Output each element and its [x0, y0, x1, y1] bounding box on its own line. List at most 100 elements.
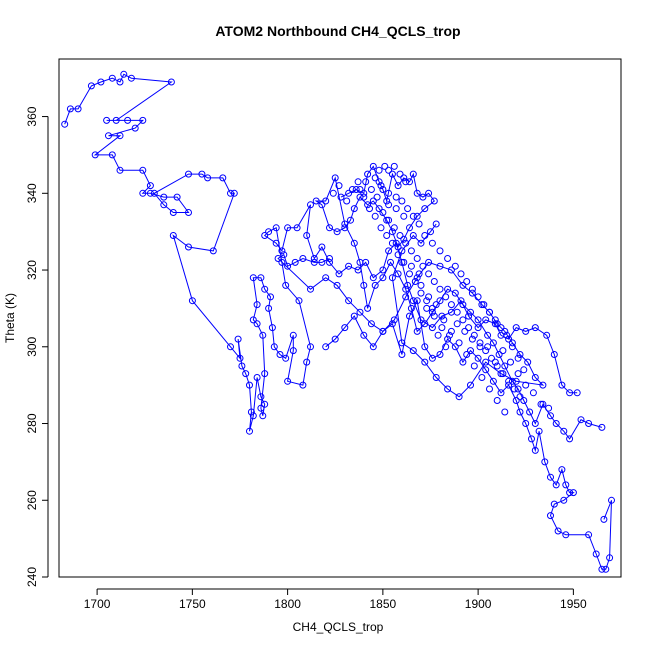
- data-point: [455, 393, 463, 401]
- data-point: [185, 170, 192, 178]
- data-point: [419, 193, 427, 201]
- data-point: [520, 397, 528, 404]
- data-point: [381, 162, 389, 170]
- data-point: [246, 427, 253, 435]
- data-point: [415, 220, 423, 228]
- x-axis-label: CH4_QCLS_trop: [293, 620, 384, 634]
- data-point: [392, 205, 400, 213]
- data-point: [284, 262, 292, 270]
- data-point: [360, 193, 368, 201]
- data-point: [459, 316, 467, 324]
- data-point: [522, 327, 530, 335]
- data-point: [514, 385, 522, 393]
- data-point: [409, 170, 417, 178]
- data-point: [413, 297, 421, 305]
- data-point: [451, 343, 459, 351]
- data-point: [425, 258, 433, 266]
- data-point: [341, 220, 349, 228]
- data-point: [337, 193, 345, 201]
- data-point: [436, 262, 444, 270]
- data-point: [333, 228, 341, 236]
- data-point: [459, 281, 467, 289]
- data-point: [402, 239, 410, 247]
- y-tick-label: 240: [25, 567, 39, 587]
- data-point: [385, 216, 393, 224]
- data-point: [259, 412, 267, 420]
- data-point: [453, 320, 461, 328]
- data-point: [326, 224, 333, 232]
- data-point: [531, 374, 539, 381]
- data-point: [396, 232, 404, 239]
- data-point: [514, 370, 522, 378]
- data-point: [539, 400, 547, 408]
- data-point: [482, 347, 490, 355]
- data-point: [411, 278, 419, 285]
- data-point: [97, 78, 105, 86]
- data-point: [514, 354, 522, 362]
- data-point: [434, 331, 442, 339]
- data-point: [413, 327, 421, 335]
- data-point: [478, 301, 486, 309]
- data-point: [447, 266, 455, 274]
- data-point: [402, 285, 410, 293]
- data-point: [169, 209, 177, 216]
- data-point: [531, 420, 539, 427]
- data-point: [394, 251, 402, 259]
- data-point: [606, 554, 614, 562]
- data-point: [417, 239, 425, 247]
- data-point: [261, 370, 269, 378]
- data-point: [289, 347, 297, 355]
- data-point: [367, 320, 375, 328]
- data-point: [293, 224, 301, 232]
- data-point: [451, 289, 459, 297]
- data-point: [345, 297, 353, 305]
- data-point: [547, 512, 554, 520]
- x-axis: 1700 1750 1800 1850 1900 1950: [84, 588, 587, 611]
- data-point: [307, 343, 314, 351]
- data-point: [369, 162, 377, 170]
- data-point: [407, 262, 415, 270]
- data-point: [400, 174, 408, 182]
- data-point: [545, 404, 553, 412]
- data-point: [484, 331, 492, 339]
- y-tick-label: 260: [25, 490, 39, 510]
- data-point: [432, 220, 440, 228]
- data-point: [501, 327, 509, 335]
- data-point: [146, 189, 154, 197]
- data-point: [468, 335, 476, 343]
- data-point: [360, 189, 368, 197]
- data-point: [602, 565, 610, 573]
- data-point: [289, 331, 297, 339]
- data-point: [512, 397, 520, 404]
- data-point: [87, 82, 95, 90]
- data-point: [421, 320, 429, 328]
- data-point: [394, 270, 402, 278]
- data-point: [522, 420, 530, 427]
- data-point: [385, 166, 393, 174]
- y-tick-label: 360: [25, 106, 39, 126]
- data-point: [516, 393, 524, 401]
- data-point: [512, 377, 520, 385]
- data-point: [295, 297, 303, 305]
- data-point: [364, 304, 372, 312]
- data-point: [284, 224, 292, 232]
- data-point: [491, 358, 499, 366]
- data-point: [127, 74, 135, 82]
- data-point: [407, 247, 415, 255]
- data-point: [394, 182, 402, 190]
- data-point: [608, 496, 615, 504]
- data-point: [428, 354, 436, 362]
- data-point: [259, 331, 267, 339]
- data-point: [282, 354, 290, 362]
- data-point: [459, 301, 467, 309]
- data-point: [428, 304, 436, 312]
- data-point: [552, 420, 560, 427]
- data-point: [185, 209, 192, 216]
- data-point: [430, 197, 438, 205]
- data-point: [400, 258, 408, 266]
- data-point: [185, 243, 192, 251]
- data-point: [204, 174, 212, 182]
- data-point: [356, 193, 364, 201]
- data-point: [318, 201, 326, 209]
- data-point: [413, 212, 421, 220]
